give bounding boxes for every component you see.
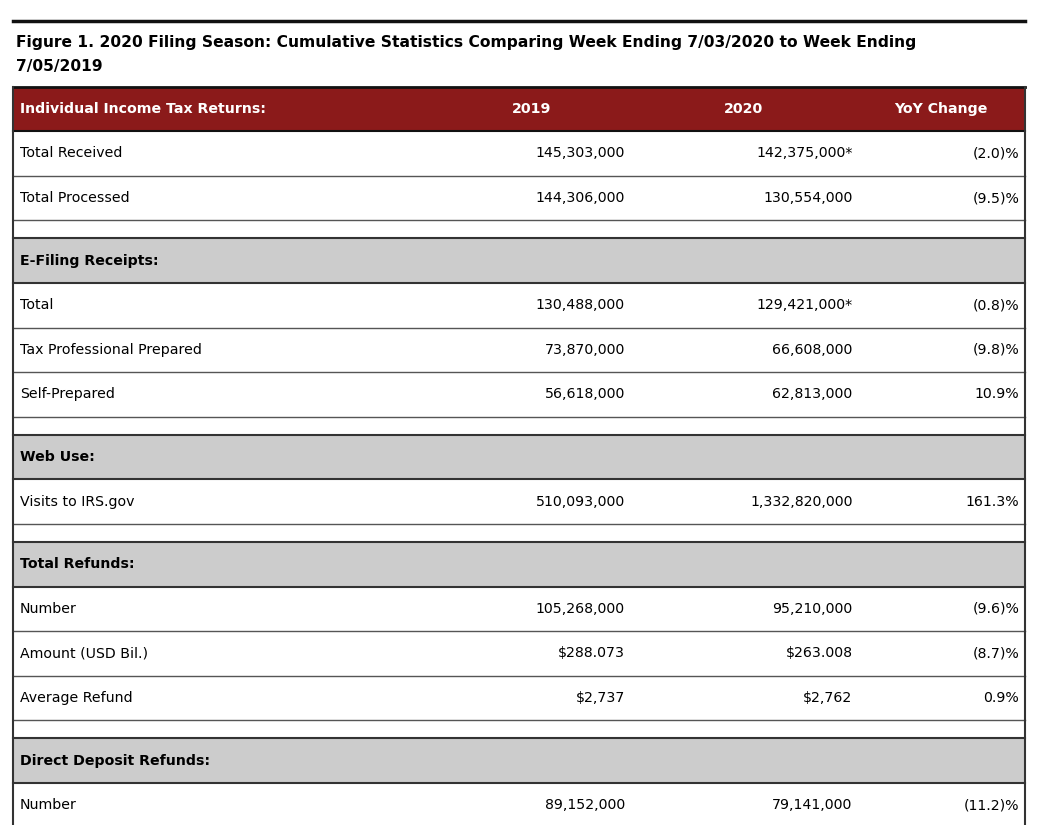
Text: 130,488,000: 130,488,000 xyxy=(536,299,625,312)
Text: (9.8)%: (9.8)% xyxy=(973,343,1019,356)
Text: 73,870,000: 73,870,000 xyxy=(545,343,625,356)
Text: 145,303,000: 145,303,000 xyxy=(536,147,625,160)
Text: 56,618,000: 56,618,000 xyxy=(545,388,625,401)
Text: Number: Number xyxy=(20,602,77,615)
Text: Visits to IRS.gov: Visits to IRS.gov xyxy=(20,495,134,508)
Text: Web Use:: Web Use: xyxy=(20,450,94,464)
Text: Number: Number xyxy=(20,799,77,812)
Text: 95,210,000: 95,210,000 xyxy=(772,602,852,615)
Bar xyxy=(13,435,1025,479)
Text: Self-Prepared: Self-Prepared xyxy=(20,388,114,401)
Text: Total Refunds:: Total Refunds: xyxy=(20,558,134,571)
Text: 105,268,000: 105,268,000 xyxy=(536,602,625,615)
Text: 144,306,000: 144,306,000 xyxy=(536,191,625,205)
Bar xyxy=(13,676,1025,720)
Text: 130,554,000: 130,554,000 xyxy=(763,191,852,205)
Bar xyxy=(13,87,1025,131)
Text: (9.5)%: (9.5)% xyxy=(973,191,1019,205)
Bar xyxy=(13,238,1025,283)
Text: 7/05/2019: 7/05/2019 xyxy=(16,59,102,74)
Text: $288.073: $288.073 xyxy=(558,647,625,660)
Bar xyxy=(13,479,1025,524)
Bar xyxy=(13,542,1025,587)
Text: 2020: 2020 xyxy=(725,102,764,116)
Bar xyxy=(13,328,1025,372)
Text: E-Filing Receipts:: E-Filing Receipts: xyxy=(20,254,159,267)
Text: Total Processed: Total Processed xyxy=(20,191,130,205)
Text: Total Received: Total Received xyxy=(20,147,122,160)
Text: 142,375,000*: 142,375,000* xyxy=(756,147,852,160)
Text: (0.8)%: (0.8)% xyxy=(973,299,1019,312)
Text: Amount (USD Bil.): Amount (USD Bil.) xyxy=(20,647,147,660)
Bar xyxy=(13,372,1025,417)
Text: (9.6)%: (9.6)% xyxy=(973,602,1019,615)
Text: (2.0)%: (2.0)% xyxy=(973,147,1019,160)
Text: YoY Change: YoY Change xyxy=(895,102,988,116)
Bar xyxy=(13,783,1025,825)
Text: (11.2)%: (11.2)% xyxy=(964,799,1019,812)
Text: 510,093,000: 510,093,000 xyxy=(536,495,625,508)
Text: $2,737: $2,737 xyxy=(576,691,625,705)
Text: 0.9%: 0.9% xyxy=(984,691,1019,705)
Text: 2019: 2019 xyxy=(512,102,551,116)
Bar xyxy=(13,131,1025,176)
Bar xyxy=(13,283,1025,328)
Text: Figure 1. 2020 Filing Season: Cumulative Statistics Comparing Week Ending 7/03/2: Figure 1. 2020 Filing Season: Cumulative… xyxy=(16,35,916,50)
Text: Individual Income Tax Returns:: Individual Income Tax Returns: xyxy=(20,102,266,116)
Text: 1,332,820,000: 1,332,820,000 xyxy=(750,495,852,508)
Text: 62,813,000: 62,813,000 xyxy=(772,388,852,401)
Text: Average Refund: Average Refund xyxy=(20,691,133,705)
Text: 10.9%: 10.9% xyxy=(975,388,1019,401)
Text: 161.3%: 161.3% xyxy=(965,495,1019,508)
Text: 129,421,000*: 129,421,000* xyxy=(757,299,852,312)
Bar xyxy=(13,176,1025,220)
Text: 66,608,000: 66,608,000 xyxy=(772,343,852,356)
Text: $263.008: $263.008 xyxy=(786,647,852,660)
Text: $2,762: $2,762 xyxy=(803,691,852,705)
Text: Total: Total xyxy=(20,299,53,312)
Bar xyxy=(13,738,1025,783)
Bar xyxy=(13,587,1025,631)
Text: Direct Deposit Refunds:: Direct Deposit Refunds: xyxy=(20,754,210,767)
Bar xyxy=(13,631,1025,676)
Text: 89,152,000: 89,152,000 xyxy=(545,799,625,812)
Text: (8.7)%: (8.7)% xyxy=(973,647,1019,660)
Text: Tax Professional Prepared: Tax Professional Prepared xyxy=(20,343,201,356)
Text: 79,141,000: 79,141,000 xyxy=(772,799,852,812)
